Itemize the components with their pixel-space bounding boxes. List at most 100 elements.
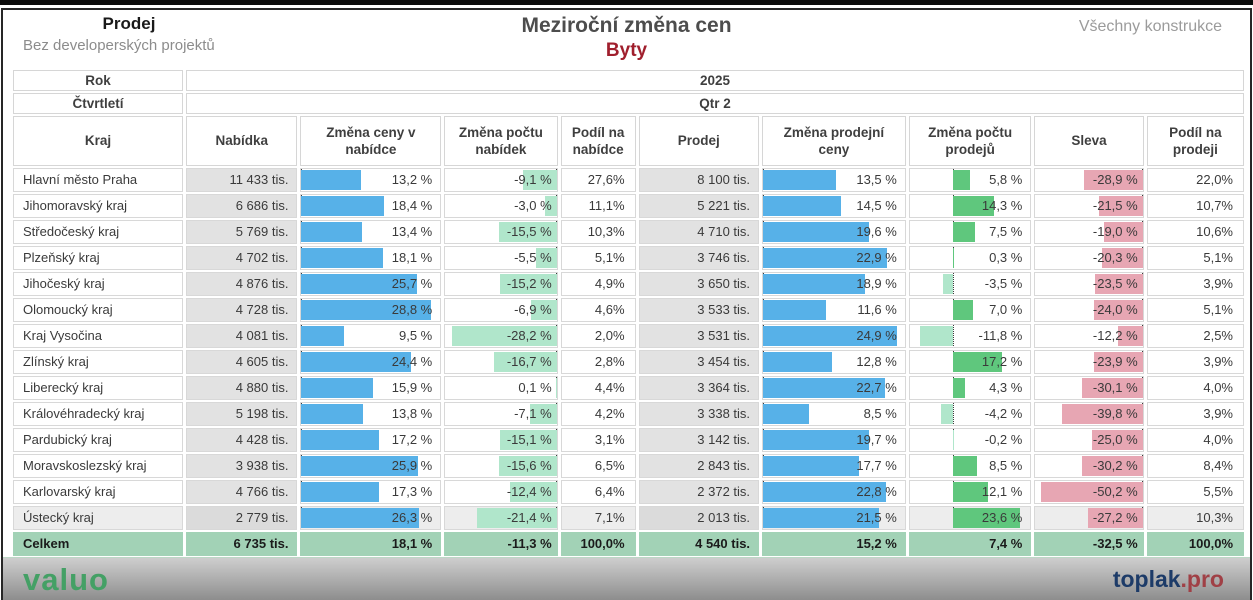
- cell-kraj: Hlavní město Praha: [13, 168, 184, 192]
- cell-zmena_poctu_prodeju: 17,2 %: [908, 350, 1032, 374]
- cell-value: 2,8%: [594, 354, 625, 369]
- data-bar: [953, 508, 1021, 528]
- cell-kraj: Moravskoslezský kraj: [13, 454, 184, 478]
- table-row[interactable]: Kraj Vysočina 4 081 tis. 9,5 % -28,2 % 2,0% 3…: [13, 324, 1244, 348]
- total-row[interactable]: Celkem 6 735 tis. 18,1 % -11,3 % 100,0% 4 540…: [13, 532, 1244, 556]
- table-row[interactable]: Královéhradecký kraj 5 198 tis. 13,8 % -7,1…: [13, 402, 1244, 426]
- cell-value: 7,5 %: [989, 224, 1023, 239]
- cell-value: Moravskoslezský kraj: [23, 458, 147, 473]
- cell-value: 4 081 tis.: [235, 328, 289, 343]
- column-header-kraj[interactable]: Kraj: [13, 116, 184, 166]
- cell-podil_na_prodeji: 5,1%: [1146, 298, 1244, 322]
- year-value[interactable]: 2025: [186, 70, 1244, 91]
- year-row: Rok 2025: [13, 70, 1244, 91]
- cell-sleva: -20,3 %: [1034, 246, 1144, 270]
- cell-podil_na_prodeji: 3,9%: [1146, 402, 1244, 426]
- cell-value: 5,1%: [1203, 302, 1233, 317]
- cell-value: -3,5 %: [984, 276, 1023, 291]
- cell-zmena_prodejni_ceny: 22,9 %: [762, 246, 906, 270]
- cell-value: -19,0 %: [1092, 224, 1138, 239]
- cell-value: 22,8 %: [856, 484, 897, 499]
- table-row[interactable]: Středočeský kraj 5 769 tis. 13,4 % -15,5 % 1…: [13, 220, 1244, 244]
- table-row[interactable]: Hlavní město Praha 11 433 tis. 13,2 % -9,1 …: [13, 168, 1244, 192]
- cell-value: 25,9 %: [391, 458, 433, 473]
- cell-value: 22,9 %: [856, 250, 897, 265]
- table-row[interactable]: Olomoucký kraj 4 728 tis. 28,8 % -6,9 % 4,6%…: [13, 298, 1244, 322]
- data-bar: [763, 326, 898, 346]
- table-row[interactable]: Jihomoravský kraj 6 686 tis. 18,4 % -3,0 % 1…: [13, 194, 1244, 218]
- cell-value: 22,0%: [1196, 172, 1233, 187]
- cell-value: -28,9 %: [1092, 172, 1138, 187]
- cell-nabidka: 2 779 tis.: [186, 506, 298, 530]
- column-header-podil_na_nabidce[interactable]: Podíl na nabídce: [560, 116, 636, 166]
- column-header-prodej[interactable]: Prodej: [638, 116, 760, 166]
- column-header-zmena_poctu_nabidek[interactable]: Změna počtu nabídek: [444, 116, 558, 166]
- cell-value: -15,5 %: [506, 224, 552, 239]
- cell-podil_na_prodeji: 22,0%: [1146, 168, 1244, 192]
- cell-value: -32,5 %: [1092, 536, 1138, 551]
- cell-value: 3 650 tis.: [697, 276, 751, 291]
- cell-value: -0,2 %: [984, 432, 1023, 447]
- cell-value: Kraj Vysočina: [23, 328, 102, 343]
- cell-value: 8,5 %: [863, 406, 897, 421]
- data-bar: [763, 456, 859, 476]
- cell-nabidka: 4 880 tis.: [186, 376, 298, 400]
- cell-zmena_poctu_prodeju: -3,5 %: [908, 272, 1032, 296]
- cell-value: 8,4%: [1203, 458, 1233, 473]
- data-bar: [301, 430, 379, 450]
- data-bar: [301, 508, 420, 528]
- data-bar: [530, 404, 557, 424]
- quarter-value[interactable]: Qtr 2: [186, 93, 1244, 114]
- cell-zmena_poctu_nabidek: -3,0 %: [444, 194, 558, 218]
- cell-kraj: Celkem: [13, 532, 184, 556]
- cell-value: -27,2 %: [1092, 510, 1138, 525]
- column-header-zmena_prodejni_ceny[interactable]: Změna prodejní ceny: [762, 116, 906, 166]
- cell-zmena_poctu_prodeju: 7,0 %: [908, 298, 1032, 322]
- cell-kraj: Plzeňský kraj: [13, 246, 184, 270]
- cell-zmena_prodejni_ceny: 19,7 %: [762, 428, 906, 452]
- cell-value: 5 198 tis.: [235, 406, 289, 421]
- data-bar: [763, 248, 887, 268]
- cell-value: -16,7 %: [506, 354, 552, 369]
- cell-sleva: -23,9 %: [1034, 350, 1144, 374]
- column-header-nabidka[interactable]: Nabídka: [186, 116, 298, 166]
- table-row[interactable]: Jihočeský kraj 4 876 tis. 25,7 % -15,2 % 4,9…: [13, 272, 1244, 296]
- cell-value: Olomoucký kraj: [23, 302, 113, 317]
- column-header-zmena_poctu_prodeju[interactable]: Změna počtu prodejů: [908, 116, 1032, 166]
- data-bar: [536, 248, 557, 268]
- table-row[interactable]: Zlínský kraj 4 605 tis. 24,4 % -16,7 % 2,8% 3…: [13, 350, 1244, 374]
- table-row[interactable]: Karlovarský kraj 4 766 tis. 17,3 % -12,4 % 6…: [13, 480, 1244, 504]
- table-row[interactable]: Ústecký kraj 2 779 tis. 26,3 % -21,4 % 7,1% 2…: [13, 506, 1244, 530]
- cell-prodej: 3 142 tis.: [638, 428, 760, 452]
- column-header-podil_na_prodeji[interactable]: Podíl na prodeji: [1146, 116, 1244, 166]
- data-bar: [952, 430, 954, 450]
- table-row[interactable]: Liberecký kraj 4 880 tis. 15,9 % 0,1 % 4,4% 3…: [13, 376, 1244, 400]
- cell-zmena_ceny_v_nabidce: 17,3 %: [300, 480, 442, 504]
- table-row[interactable]: Plzeňský kraj 4 702 tis. 18,1 % -5,5 % 5,1% 3…: [13, 246, 1244, 270]
- data-bar: [1094, 300, 1143, 320]
- cell-podil_na_nabidce: 5,1%: [560, 246, 636, 270]
- cell-value: 4 605 tis.: [235, 354, 289, 369]
- table-row[interactable]: Pardubický kraj 4 428 tis. 17,2 % -15,1 % 3,…: [13, 428, 1244, 452]
- cell-value: 2,0%: [594, 328, 625, 343]
- data-bar: [953, 352, 1003, 372]
- column-header-zmena_ceny_v_nabidce[interactable]: Změna ceny v nabídce: [300, 116, 442, 166]
- cell-value: -21,4 %: [506, 510, 552, 525]
- cell-value: -50,2 %: [1092, 484, 1138, 499]
- cell-value: 17,3 %: [391, 484, 433, 499]
- cell-podil_na_prodeji: 10,7%: [1146, 194, 1244, 218]
- cell-value: -30,2 %: [1092, 458, 1138, 473]
- data-bar: [500, 274, 557, 294]
- cell-kraj: Jihomoravský kraj: [13, 194, 184, 218]
- cell-value: 18,4 %: [391, 198, 433, 213]
- data-bar: [476, 508, 557, 528]
- cell-value: -15,2 %: [506, 276, 552, 291]
- cell-zmena_poctu_nabidek: -12,4 %: [444, 480, 558, 504]
- cell-value: 4,0%: [1203, 380, 1233, 395]
- cell-value: 24,4 %: [391, 354, 433, 369]
- cell-kraj: Zlínský kraj: [13, 350, 184, 374]
- table-row[interactable]: Moravskoslezský kraj 3 938 tis. 25,9 % -15,…: [13, 454, 1244, 478]
- cell-prodej: 3 531 tis.: [638, 324, 760, 348]
- column-header-sleva[interactable]: Sleva: [1034, 116, 1144, 166]
- report-page: Prodej Bez developerských projektů Mezir…: [1, 8, 1252, 600]
